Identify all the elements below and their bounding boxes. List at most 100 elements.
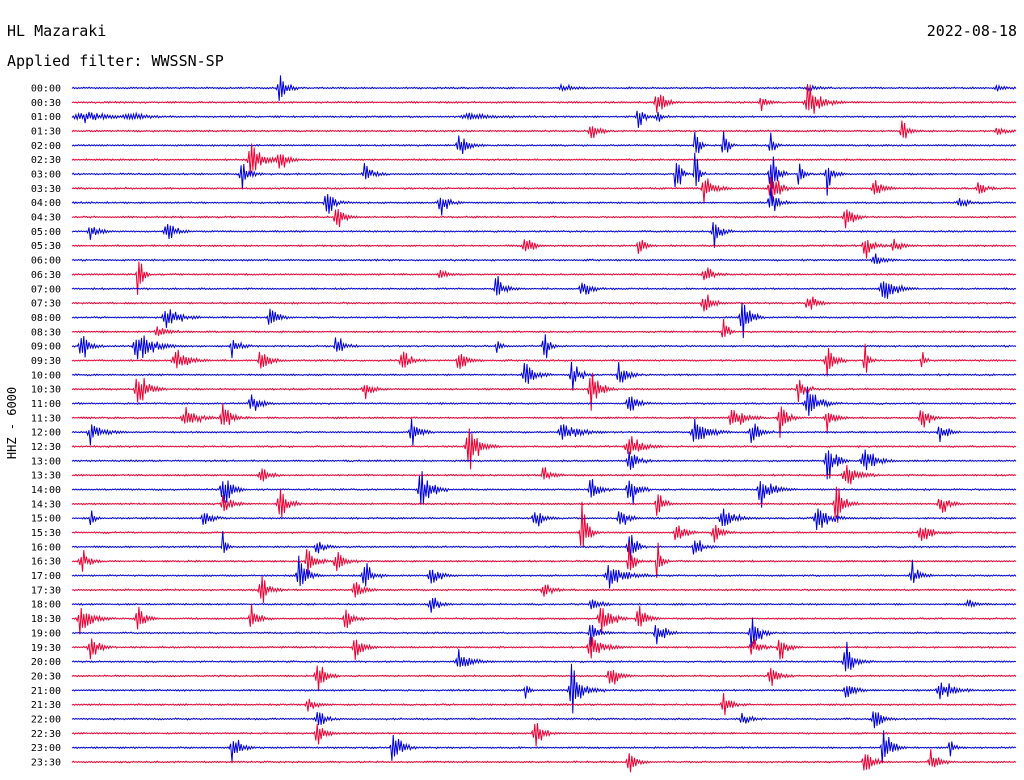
record-date: 2022-08-18 xyxy=(926,22,1017,40)
seismogram-trace xyxy=(71,222,1017,248)
seismogram-trace xyxy=(71,83,1017,114)
time-label: 22:00 xyxy=(31,714,61,725)
seismogram-trace xyxy=(71,343,1017,377)
seismogram-trace xyxy=(71,120,1017,139)
seismogram-trace xyxy=(71,209,1017,229)
time-label: 13:00 xyxy=(31,456,61,467)
seismogram-trace xyxy=(71,110,1017,128)
time-label: 08:30 xyxy=(31,327,61,338)
time-label: 10:00 xyxy=(31,370,61,381)
seismogram-trace xyxy=(71,238,1017,259)
seismogram-trace xyxy=(71,501,1017,548)
seismogram-trace xyxy=(71,576,1017,603)
seismogram-trace xyxy=(71,386,1017,416)
time-label: 01:30 xyxy=(31,127,61,138)
time-label: 19:30 xyxy=(31,643,61,654)
seismogram-trace xyxy=(71,131,1017,154)
time-label: 01:00 xyxy=(31,112,61,123)
time-label: 12:00 xyxy=(31,428,61,439)
seismogram-trace xyxy=(71,663,1017,714)
time-label: 20:30 xyxy=(31,671,61,682)
seismogram-trace xyxy=(71,143,1017,176)
time-label: 06:30 xyxy=(31,270,61,281)
seismogram-trace xyxy=(71,603,1017,635)
time-label: 02:00 xyxy=(31,141,61,152)
time-label: 06:00 xyxy=(31,256,61,267)
time-label: 18:30 xyxy=(31,614,61,625)
time-label: 18:00 xyxy=(31,600,61,611)
time-label: 14:30 xyxy=(31,499,61,510)
time-label: 00:00 xyxy=(31,84,61,95)
time-label: 10:30 xyxy=(31,385,61,396)
time-label: 02:30 xyxy=(31,155,61,166)
time-label: 11:30 xyxy=(31,413,61,424)
seismogram-trace xyxy=(71,711,1017,729)
seismogram-trace xyxy=(71,665,1017,691)
time-label: 08:00 xyxy=(31,313,61,324)
filter-label: Applied filter: WWSSN-SP xyxy=(7,52,224,70)
time-label: 03:00 xyxy=(31,170,61,181)
time-label: 13:30 xyxy=(31,471,61,482)
seismogram-trace xyxy=(71,261,1017,295)
time-label: 16:00 xyxy=(31,542,61,553)
time-label: 05:30 xyxy=(31,241,61,252)
seismogram-trace xyxy=(71,373,1017,411)
station-name: HL Mazaraki xyxy=(7,22,107,40)
time-label: 15:00 xyxy=(31,514,61,525)
time-label: 21:30 xyxy=(31,700,61,711)
seismogram-trace xyxy=(71,465,1017,485)
time-label: 00:30 xyxy=(31,98,61,109)
seismogram-trace xyxy=(71,471,1017,508)
seismogram-trace xyxy=(71,176,1017,205)
time-label: 11:00 xyxy=(31,399,61,410)
seismogram-trace xyxy=(71,253,1017,265)
seismogram-trace xyxy=(71,152,1017,196)
seismogram-trace xyxy=(71,636,1017,660)
seismogram-trace xyxy=(71,275,1017,299)
seismogram-trace xyxy=(71,597,1017,613)
seismogram-trace xyxy=(71,555,1017,589)
time-label: 17:30 xyxy=(31,585,61,596)
time-label: 12:30 xyxy=(31,442,61,453)
time-label: 20:00 xyxy=(31,657,61,668)
seismogram-trace xyxy=(71,428,1017,470)
time-label: 09:00 xyxy=(31,342,61,353)
time-label: 15:30 xyxy=(31,528,61,539)
seismogram-trace xyxy=(71,530,1017,561)
time-label: 04:30 xyxy=(31,213,61,224)
seismogram-trace xyxy=(71,508,1017,531)
seismogram-trace xyxy=(71,302,1017,339)
seismogram-trace xyxy=(71,693,1017,716)
seismogram-trace xyxy=(71,403,1017,438)
seismogram-trace xyxy=(71,641,1017,672)
time-label: 17:00 xyxy=(31,571,61,582)
seismogram-trace xyxy=(71,486,1017,523)
time-label: 07:30 xyxy=(31,299,61,310)
time-label: 19:00 xyxy=(31,628,61,639)
seismogram-trace xyxy=(71,318,1017,338)
seismogram-trace xyxy=(71,722,1017,747)
seismogram-trace xyxy=(71,361,1017,391)
seismogram-trace xyxy=(71,75,1017,101)
seismogram-trace xyxy=(71,449,1017,480)
seismogram-trace xyxy=(71,418,1017,446)
time-label: 04:00 xyxy=(31,198,61,209)
time-label: 22:30 xyxy=(31,729,61,740)
time-label: 09:30 xyxy=(31,356,61,367)
seismogram-trace xyxy=(71,334,1017,360)
time-label: 14:00 xyxy=(31,485,61,496)
seismogram-trace xyxy=(71,730,1017,764)
time-label: 05:00 xyxy=(31,227,61,238)
time-label: 23:00 xyxy=(31,743,61,754)
seismogram-trace xyxy=(71,618,1017,648)
seismogram-trace xyxy=(71,294,1017,312)
time-label: 23:30 xyxy=(31,757,61,768)
time-label: 21:00 xyxy=(31,686,61,697)
seismogram-trace xyxy=(71,749,1017,773)
time-label: 16:30 xyxy=(31,557,61,568)
seismogram-trace xyxy=(71,187,1017,216)
seismogram-trace xyxy=(71,542,1017,579)
time-label: 03:30 xyxy=(31,184,61,195)
time-label: 07:00 xyxy=(31,284,61,295)
